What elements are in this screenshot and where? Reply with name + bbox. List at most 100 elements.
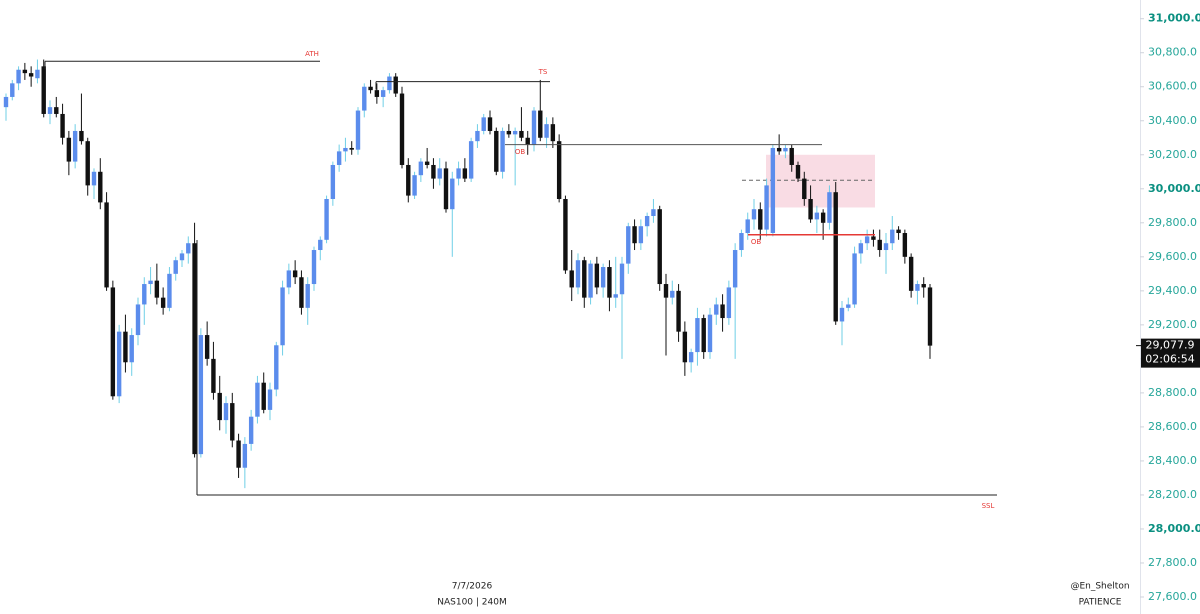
- candle-body: [85, 141, 90, 186]
- candle-body: [380, 90, 386, 97]
- candle-body: [707, 314, 713, 353]
- candle-body: [789, 147, 794, 165]
- candle-body: [456, 168, 461, 179]
- candle-body: [607, 267, 612, 298]
- candle-body: [638, 226, 644, 244]
- candle-body: [751, 209, 757, 220]
- candle-body: [148, 280, 153, 285]
- candle-body: [431, 164, 436, 179]
- y-tick-label: 27,800.0: [1148, 556, 1197, 569]
- candle-body: [795, 164, 801, 179]
- last-price-box: [1141, 338, 1200, 368]
- candle-body: [223, 403, 229, 421]
- candle-body: [588, 263, 593, 298]
- candle-body: [915, 284, 920, 291]
- candle-body: [695, 318, 700, 353]
- candle-body: [79, 130, 84, 142]
- y-tick-label: 30,400.0: [1148, 114, 1197, 127]
- candle-body: [35, 69, 40, 79]
- candle-body: [399, 93, 405, 165]
- candle-body: [770, 147, 776, 234]
- candle-body: [186, 243, 191, 254]
- candle-body: [192, 243, 197, 455]
- candle-body: [16, 69, 21, 84]
- candle-body: [556, 141, 562, 199]
- candle-body: [500, 130, 505, 172]
- candle-body: [412, 175, 417, 196]
- candle-body: [154, 280, 160, 298]
- candle-body: [808, 198, 813, 220]
- candle-body: [198, 335, 204, 455]
- candle-body: [3, 96, 9, 108]
- candle-body: [355, 110, 361, 150]
- candle-body: [802, 178, 807, 199]
- candle-body: [883, 243, 889, 251]
- candle-body: [833, 192, 838, 322]
- candle-body: [720, 304, 725, 319]
- candle-body: [739, 233, 744, 251]
- y-tick-label: 30,800.0: [1148, 46, 1197, 59]
- candle-body: [783, 147, 788, 152]
- y-tick-label: 30,200.0: [1148, 148, 1197, 161]
- candle-body: [644, 216, 650, 227]
- candle-body: [475, 130, 480, 142]
- candle-body: [726, 287, 732, 319]
- y-tick-label: 28,800.0: [1148, 386, 1197, 399]
- candle-body: [663, 284, 669, 298]
- candle-body: [512, 130, 518, 135]
- candle-body: [129, 335, 134, 363]
- level-label: OB: [751, 238, 762, 246]
- candle-body: [318, 239, 323, 251]
- candle-body: [890, 229, 895, 244]
- candle-body: [820, 212, 826, 223]
- candle-body: [41, 66, 46, 114]
- y-tick-label: 27,600.0: [1148, 590, 1197, 603]
- candle-body: [368, 86, 373, 91]
- candle-body: [236, 440, 241, 468]
- candle-body: [544, 124, 549, 138]
- candle-body: [116, 331, 122, 397]
- candle-body: [569, 270, 574, 288]
- candle-body: [167, 273, 172, 308]
- candle-body: [682, 331, 688, 363]
- candle-body: [858, 243, 864, 254]
- candle-body: [292, 270, 298, 278]
- candle-body: [613, 294, 618, 298]
- candle-body: [563, 198, 568, 271]
- y-tick-label: 29,400.0: [1148, 284, 1197, 297]
- candle-body: [211, 358, 216, 393]
- candle-body: [424, 161, 430, 165]
- candle-body: [846, 304, 851, 308]
- level-label: OB: [515, 148, 526, 156]
- candle-body: [10, 83, 15, 97]
- candle-body: [776, 147, 782, 152]
- candle-body: [531, 110, 537, 145]
- candle-body: [280, 287, 285, 346]
- candle-body: [582, 260, 587, 298]
- candle-body: [330, 164, 336, 199]
- date-text: 7/7/2026: [452, 582, 493, 592]
- candle-body: [494, 130, 499, 172]
- candle-body: [864, 236, 870, 244]
- candle-body: [481, 117, 486, 131]
- candle-body: [714, 304, 719, 315]
- candle-body: [387, 76, 392, 91]
- candle-body: [758, 209, 763, 230]
- candle-body: [123, 331, 128, 363]
- candle-body: [60, 113, 65, 138]
- candle-body: [418, 161, 424, 176]
- candle-body: [550, 124, 556, 142]
- candle-body: [450, 178, 455, 210]
- candle-body: [657, 209, 662, 285]
- candle-body: [267, 389, 273, 410]
- candle-body: [519, 130, 524, 138]
- candle-body: [487, 117, 493, 131]
- candle-body: [827, 192, 832, 223]
- candle-body: [406, 164, 411, 196]
- candle-body: [921, 284, 926, 288]
- candle-body: [745, 219, 750, 234]
- candle-body: [324, 198, 329, 240]
- caption-text: PATIENCE: [1079, 598, 1122, 608]
- candle-body: [204, 335, 210, 359]
